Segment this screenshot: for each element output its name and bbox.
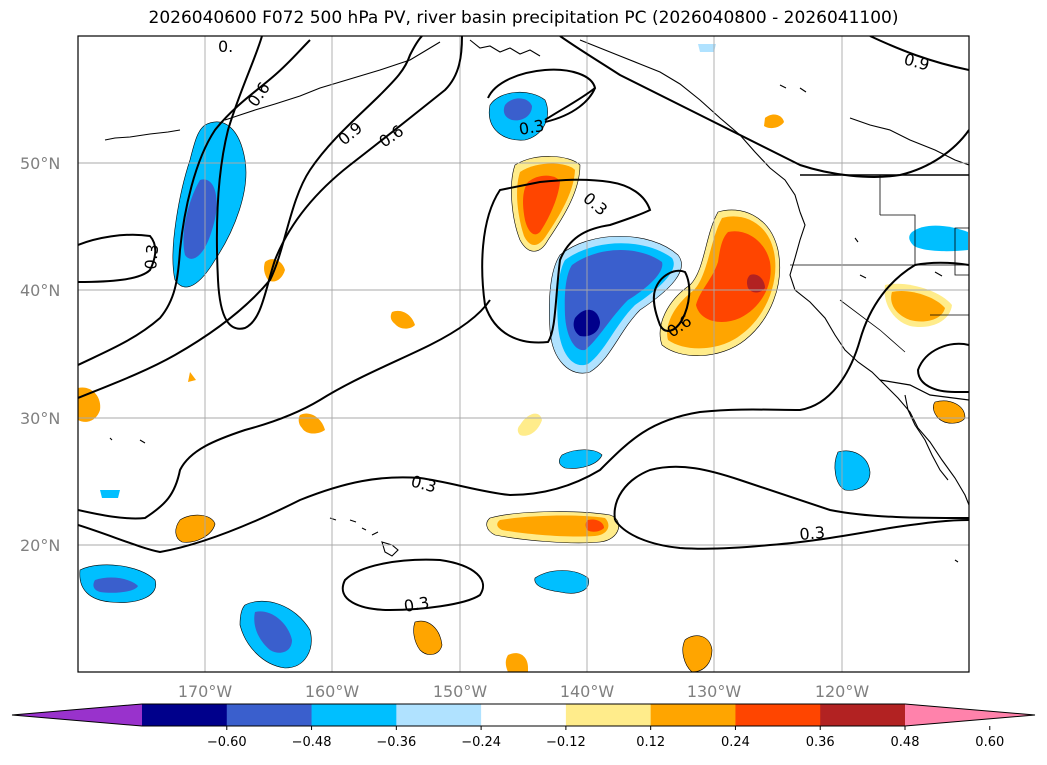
colorbar-segment [396,704,482,726]
contour-label: 0.3 [141,243,162,270]
colorbar-outline [11,703,1036,727]
colorbar-segment [481,704,567,726]
contour-label: 0.3 [799,523,826,544]
contour-label: 0. [218,37,233,56]
map-frame [77,35,970,673]
lon-label: 130°W [687,682,742,701]
lat-label: 20°N [20,536,60,555]
colorbar-segment [142,704,228,726]
colorbar-tick-label: 0.60 [975,735,1004,750]
colorbar-extend-high [905,704,1035,726]
lat-label: 30°N [20,409,60,428]
colorbar-tick-label: −0.24 [461,735,501,750]
colorbar-tick-label: 0.48 [891,735,920,750]
colorbar-tick-label: 0.12 [636,735,665,750]
coastlines [104,39,969,563]
colorbar-segment [311,704,397,726]
lat-label: 40°N [20,281,60,300]
colorbar-tick-label: 0.24 [721,735,750,750]
map-title: 2026040600 F072 500 hPa PV, river basin … [148,8,899,28]
contour-label: 0.3 [517,116,545,139]
lon-label: 150°W [433,682,488,701]
colorbar-tick-label: −0.36 [376,735,416,750]
contour-label: 0.3 [402,593,430,616]
colorbar-tick-label: −0.60 [207,735,247,750]
colorbar-segment [650,704,736,726]
colorbar: −0.60 −0.48 −0.36 −0.24 −0.12 0.12 0.24 0.36 0.4… [11,703,1036,750]
colorbar-segment [565,704,652,726]
colorbar-tick-label: 0.36 [806,735,835,750]
colorbar-tick-label: −0.12 [546,735,586,750]
pv-contours [78,36,969,612]
latitude-labels: 50°N 40°N 30°N 20°N [20,154,60,555]
lon-label: 160°W [305,682,360,701]
colorbar-extend-low [12,704,142,726]
colorbar-segment [735,704,821,726]
colorbar-segment [226,704,313,726]
lat-label: 50°N [20,154,60,173]
lon-label: 170°W [178,682,233,701]
longitude-labels: 170°W 160°W 150°W 140°W 130°W 120°W [178,682,870,701]
colorbar-tick-label: −0.48 [292,735,332,750]
colorbar-segment [820,704,906,726]
graticule [78,36,969,672]
lon-label: 120°W [815,682,870,701]
lon-label: 140°W [560,682,615,701]
